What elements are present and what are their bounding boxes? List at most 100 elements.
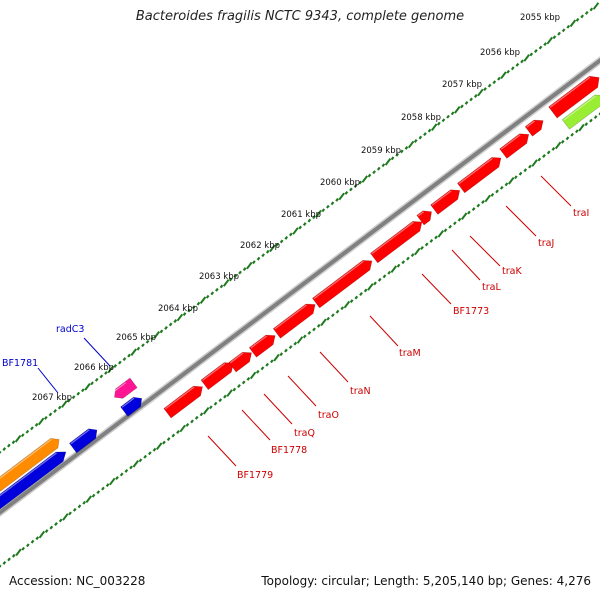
inner-tick xyxy=(307,330,312,335)
gene-label[interactable]: traI xyxy=(573,208,589,219)
scale-label: 2063 kbp xyxy=(199,272,239,282)
outer-tick xyxy=(384,158,392,166)
forward-gene[interactable] xyxy=(430,186,464,215)
inner-tick xyxy=(296,336,304,344)
gene-label[interactable]: traM xyxy=(399,348,421,359)
forward-gene[interactable] xyxy=(312,256,375,309)
forward-gene[interactable] xyxy=(200,358,237,391)
forward-gene[interactable] xyxy=(416,207,435,226)
outer-tick xyxy=(326,204,330,209)
outer-tick xyxy=(164,325,168,330)
inner-tick xyxy=(105,483,110,488)
inner-tick xyxy=(448,224,452,229)
inner-tick xyxy=(166,437,171,442)
outer-tick xyxy=(561,28,566,33)
gene-label[interactable]: radC3 xyxy=(56,324,84,335)
label-leader xyxy=(540,175,572,207)
outer-tick xyxy=(90,381,94,386)
orange-gene[interactable] xyxy=(0,435,63,492)
inner-tick xyxy=(62,513,69,521)
outer-tick xyxy=(215,287,219,292)
outer-tick xyxy=(437,121,441,126)
outer-tick xyxy=(446,114,450,119)
outer-tick xyxy=(338,192,345,201)
inner-tick xyxy=(420,246,424,250)
inner-tick xyxy=(171,433,176,438)
outer-tick xyxy=(99,374,104,379)
gene-label[interactable]: traJ xyxy=(538,238,554,249)
inner-tick xyxy=(44,529,49,534)
gene-label[interactable]: traO xyxy=(318,410,339,421)
forward-gene[interactable] xyxy=(499,130,533,159)
outer-tick xyxy=(460,104,464,109)
inner-tick xyxy=(390,265,398,273)
outer-tick xyxy=(199,296,207,304)
scale-label: 2055 kbp xyxy=(520,13,560,23)
reverse-gene[interactable] xyxy=(68,425,100,454)
outer-tick xyxy=(107,365,114,374)
inner-tick xyxy=(199,412,204,417)
outer-tick xyxy=(71,395,76,400)
outer-tick xyxy=(390,156,395,161)
inner-tick xyxy=(437,230,445,238)
inner-tick xyxy=(377,277,382,282)
forward-gene[interactable] xyxy=(524,116,547,137)
gene-label[interactable]: BF1781 xyxy=(2,358,38,369)
forward-gene[interactable] xyxy=(370,217,425,264)
genome-summary-text: Topology: circular; Length: 5,205,140 bp… xyxy=(261,574,591,588)
outer-tick xyxy=(569,19,577,28)
inner-tick xyxy=(58,518,63,523)
outer-tick xyxy=(284,235,289,240)
inner-tick xyxy=(460,212,468,220)
label-leader xyxy=(469,235,501,267)
outer-tick xyxy=(122,357,127,362)
inner-tick xyxy=(241,380,246,385)
forward-gene[interactable] xyxy=(272,300,319,339)
lime-gene[interactable] xyxy=(561,91,600,130)
inner-tick xyxy=(518,171,523,176)
gene-label[interactable]: traL xyxy=(482,282,501,293)
inner-tick xyxy=(162,440,166,445)
inner-tick xyxy=(260,366,265,371)
inner-tick xyxy=(546,150,551,155)
outer-tick xyxy=(153,331,160,339)
forward-gene[interactable] xyxy=(457,153,504,194)
gene-label[interactable]: traQ xyxy=(294,428,315,439)
label-leader xyxy=(37,367,59,394)
outer-tick xyxy=(353,184,358,188)
forward-gene[interactable] xyxy=(228,348,255,373)
inner-tick xyxy=(185,422,190,427)
scale-label: 2058 kbp xyxy=(401,113,441,123)
radC3-gene[interactable] xyxy=(111,377,138,402)
inner-tick xyxy=(129,465,133,470)
outer-tick xyxy=(14,434,22,443)
scale-label: 2066 kbp xyxy=(74,363,114,373)
reverse-gene[interactable] xyxy=(120,394,146,417)
inner-tick xyxy=(288,345,293,350)
inner-tick xyxy=(359,292,363,296)
inner-tick xyxy=(132,460,139,468)
inner-tick xyxy=(194,415,199,420)
outer-tick xyxy=(580,14,584,19)
gene-label[interactable]: BF1773 xyxy=(453,306,489,317)
gene-label[interactable]: BF1778 xyxy=(271,445,307,456)
inner-tick xyxy=(0,564,2,568)
forward-gene[interactable] xyxy=(248,331,279,358)
gene-label[interactable]: BF1779 xyxy=(237,470,273,481)
gene-features xyxy=(0,72,600,512)
gene-label[interactable]: traN xyxy=(350,386,371,397)
outer-tick xyxy=(219,284,224,289)
outer-tick xyxy=(441,118,446,123)
scale-label: 2057 kbp xyxy=(442,80,482,90)
inner-tick xyxy=(124,468,129,473)
inner-tick xyxy=(49,525,54,530)
outer-tick xyxy=(150,336,154,341)
inner-tick xyxy=(54,522,58,526)
BF1781-gene[interactable] xyxy=(0,447,70,512)
gene-label[interactable]: traK xyxy=(502,266,522,277)
forward-gene[interactable] xyxy=(548,72,600,119)
forward-gene[interactable] xyxy=(163,382,206,419)
outer-tick xyxy=(400,149,404,154)
